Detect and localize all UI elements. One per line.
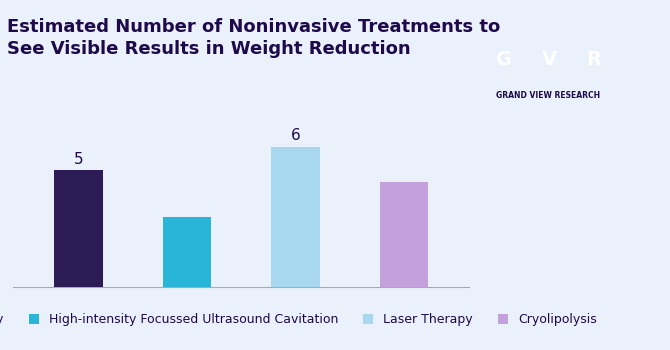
- Bar: [54, 170, 103, 287]
- Text: 5: 5: [74, 152, 83, 167]
- Bar: [163, 217, 211, 287]
- Text: G: G: [496, 50, 513, 69]
- Bar: [271, 147, 320, 287]
- Text: Estimated Number of Noninvasive Treatments to
See Visible Results in Weight Redu: Estimated Number of Noninvasive Treatmen…: [7, 18, 500, 58]
- Text: GRAND VIEW RESEARCH: GRAND VIEW RESEARCH: [496, 91, 600, 100]
- Legend: Radiofrequency, High-intensity Focussed Ultrasound Cavitation, Laser Therapy, Cr: Radiofrequency, High-intensity Focussed …: [0, 307, 603, 333]
- Text: R: R: [586, 50, 602, 69]
- Text: V: V: [541, 50, 557, 69]
- Text: 6: 6: [291, 128, 300, 143]
- Bar: [379, 182, 428, 287]
